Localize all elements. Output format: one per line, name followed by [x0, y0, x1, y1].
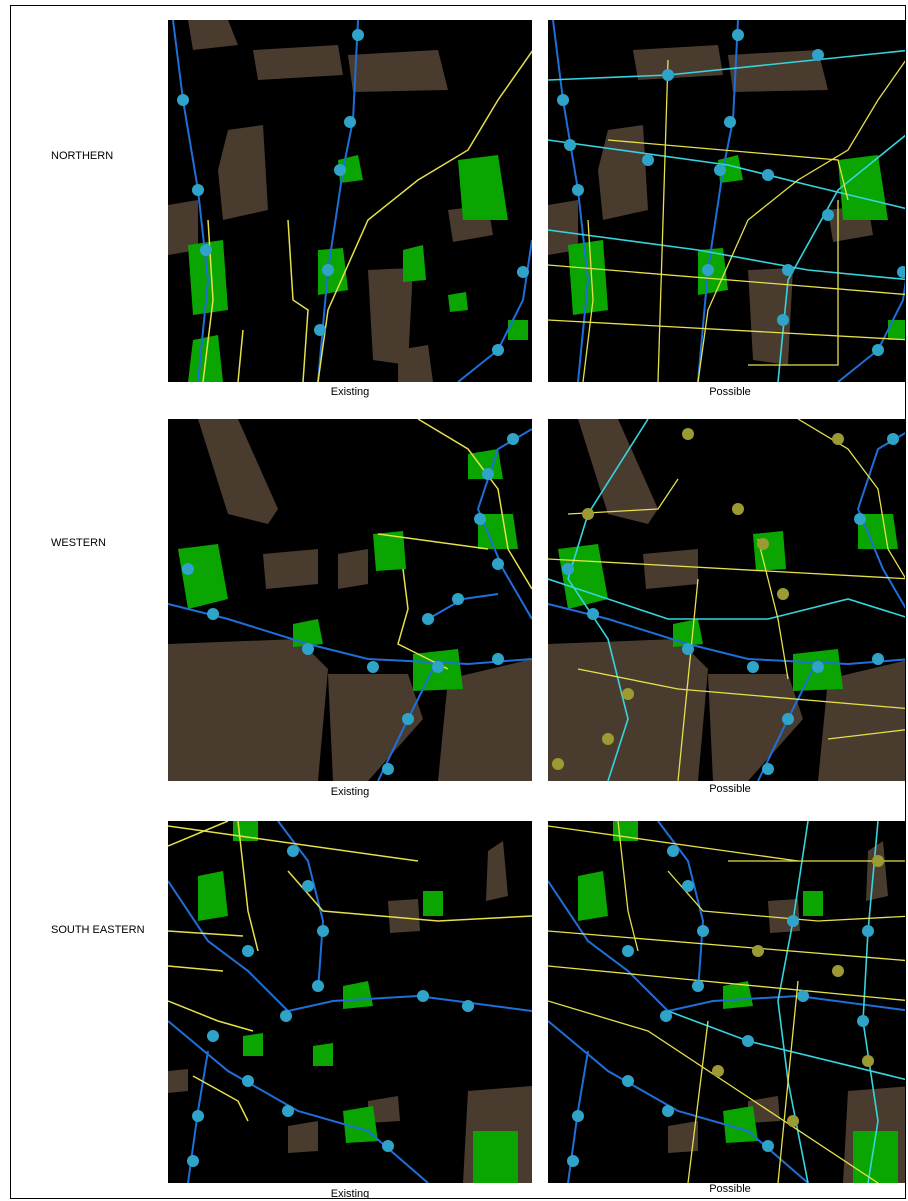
caption-northern-existing: Existing — [330, 386, 370, 398]
row-label-south-eastern: SOUTH EASTERN — [51, 924, 145, 936]
caption-northern-possible: Possible — [709, 386, 751, 398]
caption-south-eastern-possible: Possible — [709, 1183, 751, 1195]
map-western-possible — [548, 419, 905, 781]
caption-western-existing: Existing — [330, 786, 370, 798]
row-label-western: WESTERN — [51, 537, 106, 549]
caption-south-eastern-existing: Existing — [330, 1188, 370, 1199]
caption-western-possible: Possible — [709, 783, 751, 795]
map-northern-possible — [548, 20, 905, 382]
figure-frame: NORTHERN WESTERN SOUTH EASTERN — [10, 5, 906, 1199]
row-label-northern: NORTHERN — [51, 150, 114, 162]
map-northern-existing — [168, 20, 532, 382]
map-western-existing — [168, 419, 532, 781]
map-south-eastern-existing — [168, 821, 532, 1183]
map-south-eastern-possible — [548, 821, 905, 1183]
